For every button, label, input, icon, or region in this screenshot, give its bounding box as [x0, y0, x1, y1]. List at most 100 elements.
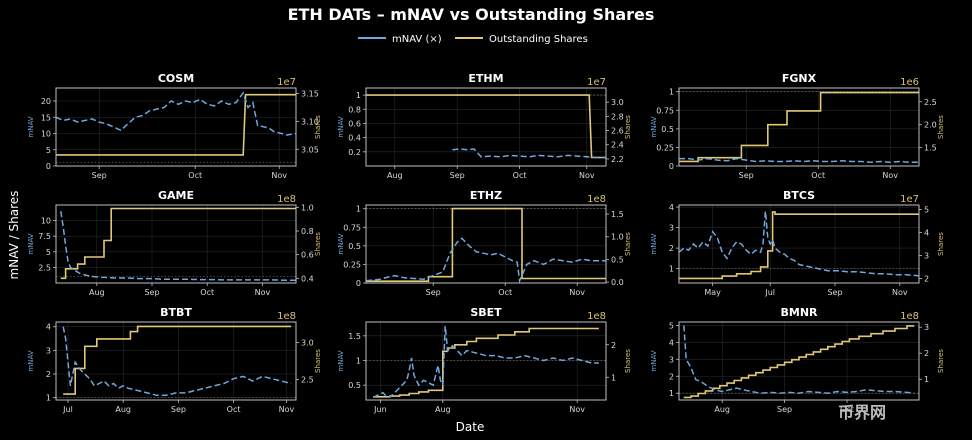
- y-tick-label: 0.8: [348, 105, 361, 114]
- y-tick-label: 1: [46, 394, 51, 403]
- shares-scale-label: 1e8: [587, 194, 606, 205]
- panel-y-label-left: mNAV: [337, 233, 345, 254]
- panel-sbet: Jun Aug Nov 0.5 1 1.5 1 2 SBET 1e8 mNAV Shares: [337, 306, 632, 414]
- panel-y-label-right: Shares: [624, 232, 632, 256]
- y2-tick-label: 0.0: [611, 278, 624, 287]
- panel-y-label-right: Shares: [314, 115, 322, 139]
- y-tick-label: 3: [669, 355, 674, 364]
- panel-title: BMNR: [780, 306, 818, 319]
- y2-tick-label: 1.5: [924, 144, 937, 153]
- y-tick-label: 1: [356, 91, 361, 100]
- panel-y-label-right: Shares: [624, 349, 632, 373]
- plot-frame: [55, 87, 297, 167]
- series-mnav-line: [365, 237, 606, 284]
- shares-scale-label: 1e7: [587, 77, 606, 88]
- panel-title: COSM: [158, 72, 194, 85]
- panel-btbt: Jul Aug Sep Oct Nov 1 2 3 4 2.5 3.0 BTBT 1e8 mNAV Shar…: [27, 306, 322, 414]
- panel-y-label-left: mNAV: [650, 116, 658, 137]
- x-tick-label: Nov: [569, 405, 585, 414]
- shares-scale-label: 1e8: [277, 311, 296, 322]
- panel-y-label-left: mNAV: [27, 350, 35, 371]
- y2-tick-label: 0.6: [301, 251, 314, 260]
- y2-tick-label: 3: [924, 323, 929, 332]
- y-tick-label: 4: [669, 203, 674, 212]
- panel-y-label-right: Shares: [314, 349, 322, 373]
- x-tick-label: Jul: [764, 288, 775, 297]
- x-tick-label: Aug: [115, 405, 131, 414]
- panel-title: BTCS: [783, 189, 815, 202]
- y2-tick-label: 2.5: [924, 98, 937, 107]
- panel-y-label-right: Shares: [937, 115, 945, 139]
- panel-y-label-left: mNAV: [337, 350, 345, 371]
- series-shares-line: [679, 211, 919, 280]
- y-tick-label: 4: [46, 323, 51, 332]
- y-tick-label: 1: [356, 357, 361, 366]
- panel-btcs: May Jul Sep Nov 1 2 3 4 2 3 4 5 BTCS 1e7 mNAV Shares: [650, 189, 945, 297]
- y-tick-label: 0.4: [348, 134, 361, 143]
- series-mnav-line: [452, 148, 606, 159]
- plot-frame: [55, 204, 297, 284]
- y-tick-label: 1.5: [348, 332, 361, 341]
- x-tick-label: Jul: [62, 405, 73, 414]
- x-tick-label: May: [704, 288, 721, 297]
- plot-frame: [678, 204, 920, 284]
- y-tick-label: 5: [669, 321, 674, 330]
- shares-scale-label: 1e7: [900, 194, 919, 205]
- panel-y-label-right: Shares: [314, 232, 322, 256]
- series-shares-line: [56, 93, 296, 156]
- legend: mNAV (×) Outstanding Shares: [358, 34, 588, 45]
- shares-scale-label: 1e8: [900, 311, 919, 322]
- panel-title: FGNX: [782, 72, 817, 85]
- y2-tick-label: 1: [924, 375, 929, 384]
- plot-frame: [365, 204, 607, 284]
- x-tick-label: Nov: [271, 171, 287, 180]
- y2-tick-label: 3.05: [301, 145, 319, 154]
- y-tick-label: 1: [669, 265, 674, 274]
- x-tick-label: Aug: [435, 405, 451, 414]
- y2-tick-label: 1.0: [611, 233, 624, 242]
- shares-scale-label: 1e8: [277, 194, 296, 205]
- x-tick-label: Oct: [811, 171, 825, 180]
- shares-scale-label: 1e6: [900, 77, 919, 88]
- x-tick-label: Nov: [255, 288, 271, 297]
- x-tick-label: Oct: [227, 405, 241, 414]
- panel-y-label-left: mNAV: [650, 350, 658, 371]
- panel-title: SBET: [470, 306, 502, 319]
- y-tick-label: 20: [41, 97, 51, 106]
- panel-game: Aug Sep Oct Nov 2.5 5 7.5 10 0.4 0.6 0.8 1.0 GAME 1e8…: [27, 189, 322, 297]
- plot-frame: [365, 87, 607, 167]
- y-tick-label: 2: [669, 244, 674, 253]
- x-tick-label: Jun: [373, 405, 387, 414]
- y2-tick-label: 2.6: [611, 127, 624, 136]
- y2-tick-label: 3.0: [301, 339, 314, 348]
- x-tick-label: Oct: [188, 171, 202, 180]
- y2-tick-label: 2: [924, 274, 929, 283]
- x-tick-label: Sep: [171, 405, 186, 414]
- y2-tick-label: 3: [924, 251, 929, 260]
- y-tick-label: 0.75: [343, 223, 361, 232]
- series-shares-line: [679, 91, 919, 163]
- y2-tick-label: 0.5: [611, 255, 624, 264]
- series-shares-line: [60, 207, 296, 280]
- x-tick-label: Oct: [513, 171, 527, 180]
- y-tick-label: 0.5: [661, 125, 674, 134]
- y-tick-label: 3: [46, 346, 51, 355]
- plot-frame: [55, 321, 297, 401]
- y2-tick-label: 2.5: [301, 375, 314, 384]
- y2-tick-label: 1.5: [611, 210, 624, 219]
- panel-y-label-left: mNAV: [337, 116, 345, 137]
- y-tick-label: 0: [46, 162, 51, 171]
- panel-title: BTBT: [160, 306, 192, 319]
- x-tick-label: Aug: [714, 405, 730, 414]
- x-tick-label: Sep: [92, 171, 107, 180]
- series-shares-line: [366, 94, 606, 159]
- series-shares-line: [63, 325, 292, 395]
- panel-fgnx: Sep Oct Nov 0 0.25 0.5 0.75 1 1.5 2.0 2.5 FGNX 1e6 mN…: [650, 72, 945, 180]
- y2-tick-label: 1.0: [301, 203, 314, 212]
- panel-y-label-left: mNAV: [27, 233, 35, 254]
- y-tick-label: 0.5: [348, 242, 361, 251]
- shares-scale-label: 1e8: [587, 311, 606, 322]
- x-tick-label: Sep: [426, 288, 441, 297]
- panel-ethz: Sep Oct Nov 0 0.25 0.5 0.75 1 0.0 0.5 1.0 1.5 ETHZ 1e…: [337, 189, 632, 297]
